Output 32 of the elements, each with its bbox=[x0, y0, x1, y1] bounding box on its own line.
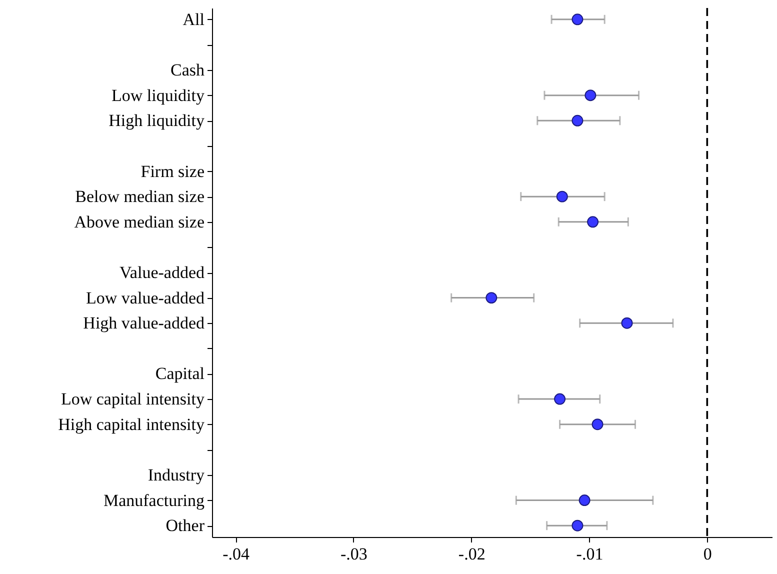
y-tick-label: Firm size bbox=[140, 162, 204, 181]
point bbox=[486, 292, 498, 304]
y-tick-label: Low capital intensity bbox=[60, 390, 205, 409]
point bbox=[572, 14, 584, 26]
y-tick-label: Value-added bbox=[120, 263, 205, 282]
point bbox=[578, 494, 590, 506]
x-tick-label: -.03 bbox=[340, 544, 368, 564]
point bbox=[587, 216, 599, 228]
y-tick-label: Low liquidity bbox=[111, 86, 205, 105]
y-tick-label: Low value-added bbox=[86, 288, 205, 308]
y-tick-label: High liquidity bbox=[108, 111, 205, 130]
y-tick-label: Other bbox=[166, 516, 205, 536]
x-tick-label: 0 bbox=[703, 544, 712, 564]
x-tick-label: -.01 bbox=[576, 544, 604, 564]
x-tick-label: -.04 bbox=[222, 544, 250, 564]
point bbox=[592, 418, 604, 430]
x-tick-label: -.02 bbox=[458, 544, 486, 564]
y-tick-label: High value-added bbox=[83, 314, 205, 333]
y-tick-label: Below median size bbox=[75, 187, 204, 206]
point bbox=[554, 393, 566, 405]
y-tick-label: All bbox=[182, 10, 205, 29]
y-tick-label: Manufacturing bbox=[103, 490, 205, 510]
y-tick-label: Capital bbox=[155, 364, 205, 384]
point bbox=[572, 520, 584, 532]
y-tick-label: Above median size bbox=[74, 212, 204, 232]
point bbox=[621, 317, 633, 329]
y-tick-label: Cash bbox=[170, 60, 205, 80]
point bbox=[572, 114, 584, 126]
point bbox=[584, 90, 596, 102]
y-tick-label: Industry bbox=[148, 465, 205, 484]
y-tick-label: High capital intensity bbox=[58, 414, 205, 434]
point bbox=[556, 190, 568, 202]
